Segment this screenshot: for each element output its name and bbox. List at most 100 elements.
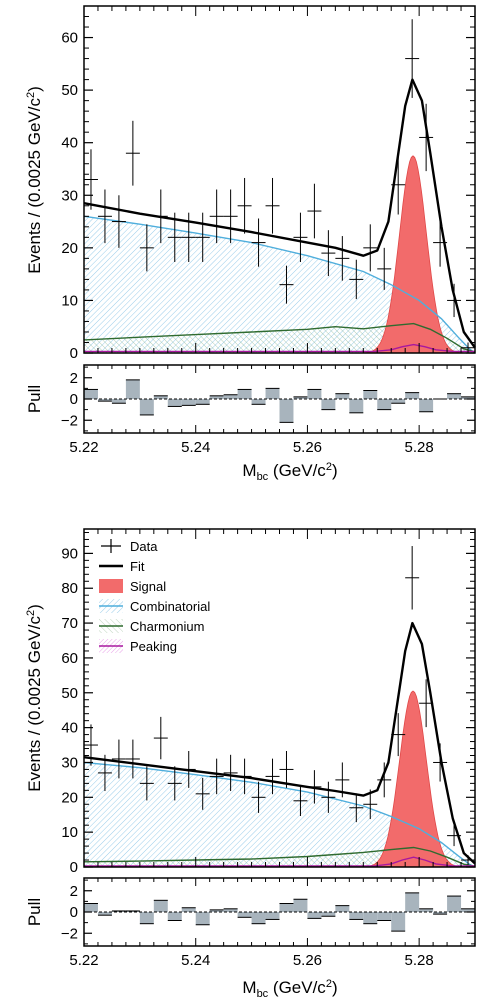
chart-2-pull-panel: 2 0 −2 5.22 5.24 5.26 5.28 Pull Mbc (GeV/c2) [25, 877, 476, 1000]
pull-bar [293, 899, 308, 912]
chart-2-main-panel: 0 10 20 30 40 50 60 70 80 90 Events / (0.0025 GeV… [25, 528, 476, 876]
svg-text:Data: Data [130, 539, 158, 554]
chart-2-legend: Data Fit Signal Combinatorial [99, 539, 210, 654]
data-point [223, 189, 238, 244]
x-tick-label: 5.28 [405, 439, 434, 456]
pull-bar [84, 903, 98, 912]
data-point [433, 743, 448, 782]
data-point [419, 679, 434, 728]
pull-tick-label: −2 [61, 412, 78, 429]
pull-bar [125, 910, 140, 912]
pull-bar [349, 912, 364, 920]
chart-1-main-panel: 0 10 20 30 40 50 60 Events / (0.0025 GeV/c2) [25, 5, 476, 362]
svg-text:Peaking: Peaking [130, 639, 177, 654]
pull-bar [223, 908, 238, 912]
data-point [391, 155, 406, 215]
x-tick-label: 5.28 [405, 952, 434, 969]
pull-tick-label: 0 [70, 904, 78, 921]
combinatorial-curve [83, 761, 476, 868]
data-point [251, 781, 266, 813]
y-tick-label: 60 [61, 650, 78, 667]
y-tick-label: 20 [61, 240, 78, 257]
chart-1-y-axis-label: Events / (0.0025 GeV/c2) [25, 86, 44, 274]
pull-bar [209, 395, 224, 399]
pull-bar [405, 392, 420, 399]
chart-1-signal-area [359, 155, 467, 354]
y-tick-label: 10 [61, 292, 78, 309]
chart-2-y-axis-label: Events / (0.0025 GeV/c2) [25, 604, 44, 792]
y-tick-label: 40 [61, 135, 78, 152]
pull-bar [84, 389, 98, 399]
x-tick-label: 5.24 [181, 439, 210, 456]
data-point [181, 212, 196, 262]
data-point [97, 754, 112, 792]
legend-entry-data: Data [101, 539, 158, 554]
pull-bar [97, 399, 112, 402]
chart-1-pull-bars [84, 379, 475, 423]
pull-bar [153, 900, 168, 912]
y-tick-label: 20 [61, 789, 78, 806]
chart-2-pull-axis-label: Pull [25, 898, 44, 926]
x-tick-label: 5.22 [69, 439, 98, 456]
data-point [461, 342, 475, 353]
legend-entry-charmonium: Charmonium [99, 619, 204, 634]
data-point [153, 189, 168, 244]
charmonium-curve [83, 322, 476, 353]
y-tick-label: 50 [61, 82, 78, 99]
svg-text:Signal: Signal [130, 579, 166, 594]
svg-text:Charmonium: Charmonium [130, 619, 204, 634]
pull-bar [405, 892, 420, 912]
legend-entry-fit: Fit [99, 559, 145, 574]
pull-bar [265, 388, 280, 399]
data-point [84, 149, 98, 210]
y-tick-label: 30 [61, 187, 78, 204]
data-point [447, 825, 462, 847]
x-tick-label: 5.24 [181, 952, 210, 969]
pull-bar [349, 399, 364, 413]
data-point [279, 750, 294, 788]
data-point [279, 265, 294, 304]
data-point [335, 236, 350, 281]
pull-bar [461, 908, 475, 912]
pull-tick-label: −2 [61, 925, 78, 942]
svg-text:Combinatorial: Combinatorial [130, 599, 210, 614]
data-point [447, 283, 462, 318]
data-point [433, 218, 448, 267]
pull-bar [237, 912, 252, 918]
fit-curve [83, 78, 476, 349]
data-point [307, 770, 322, 804]
pull-bar [181, 907, 196, 912]
chart-2-data-points [84, 546, 475, 865]
pull-bar [447, 896, 462, 912]
signal-area [359, 690, 467, 868]
pull-bar [279, 903, 294, 912]
signal-area [359, 155, 467, 354]
pull-bar [307, 912, 322, 919]
y-tick-label: 0 [70, 345, 78, 362]
pull-bar [111, 399, 126, 404]
charmonium-area [84, 323, 475, 353]
chart-1-x-axis-label: Mbc (GeV/c2) [242, 461, 337, 483]
data-point [307, 183, 322, 239]
data-point [321, 230, 336, 277]
pull-bar [237, 389, 252, 399]
pull-bar [461, 396, 475, 399]
data-point [195, 212, 210, 262]
pull-bar [279, 399, 294, 423]
data-point [363, 224, 378, 272]
data-point [405, 546, 420, 610]
pull-bar [419, 908, 434, 912]
data-point [293, 212, 308, 262]
pull-bar [139, 399, 154, 415]
x-tick-label: 5.26 [293, 952, 322, 969]
pull-bar [265, 912, 280, 920]
y-tick-label: 40 [61, 720, 78, 737]
chart-1-pull-ticks: 2 0 −2 [61, 366, 475, 432]
data-point [349, 793, 364, 823]
chart-2-x-axis-label: Mbc (GeV/c2) [242, 978, 337, 1000]
data-point [209, 758, 224, 795]
pull-bar [111, 910, 126, 912]
data-point [209, 189, 224, 244]
